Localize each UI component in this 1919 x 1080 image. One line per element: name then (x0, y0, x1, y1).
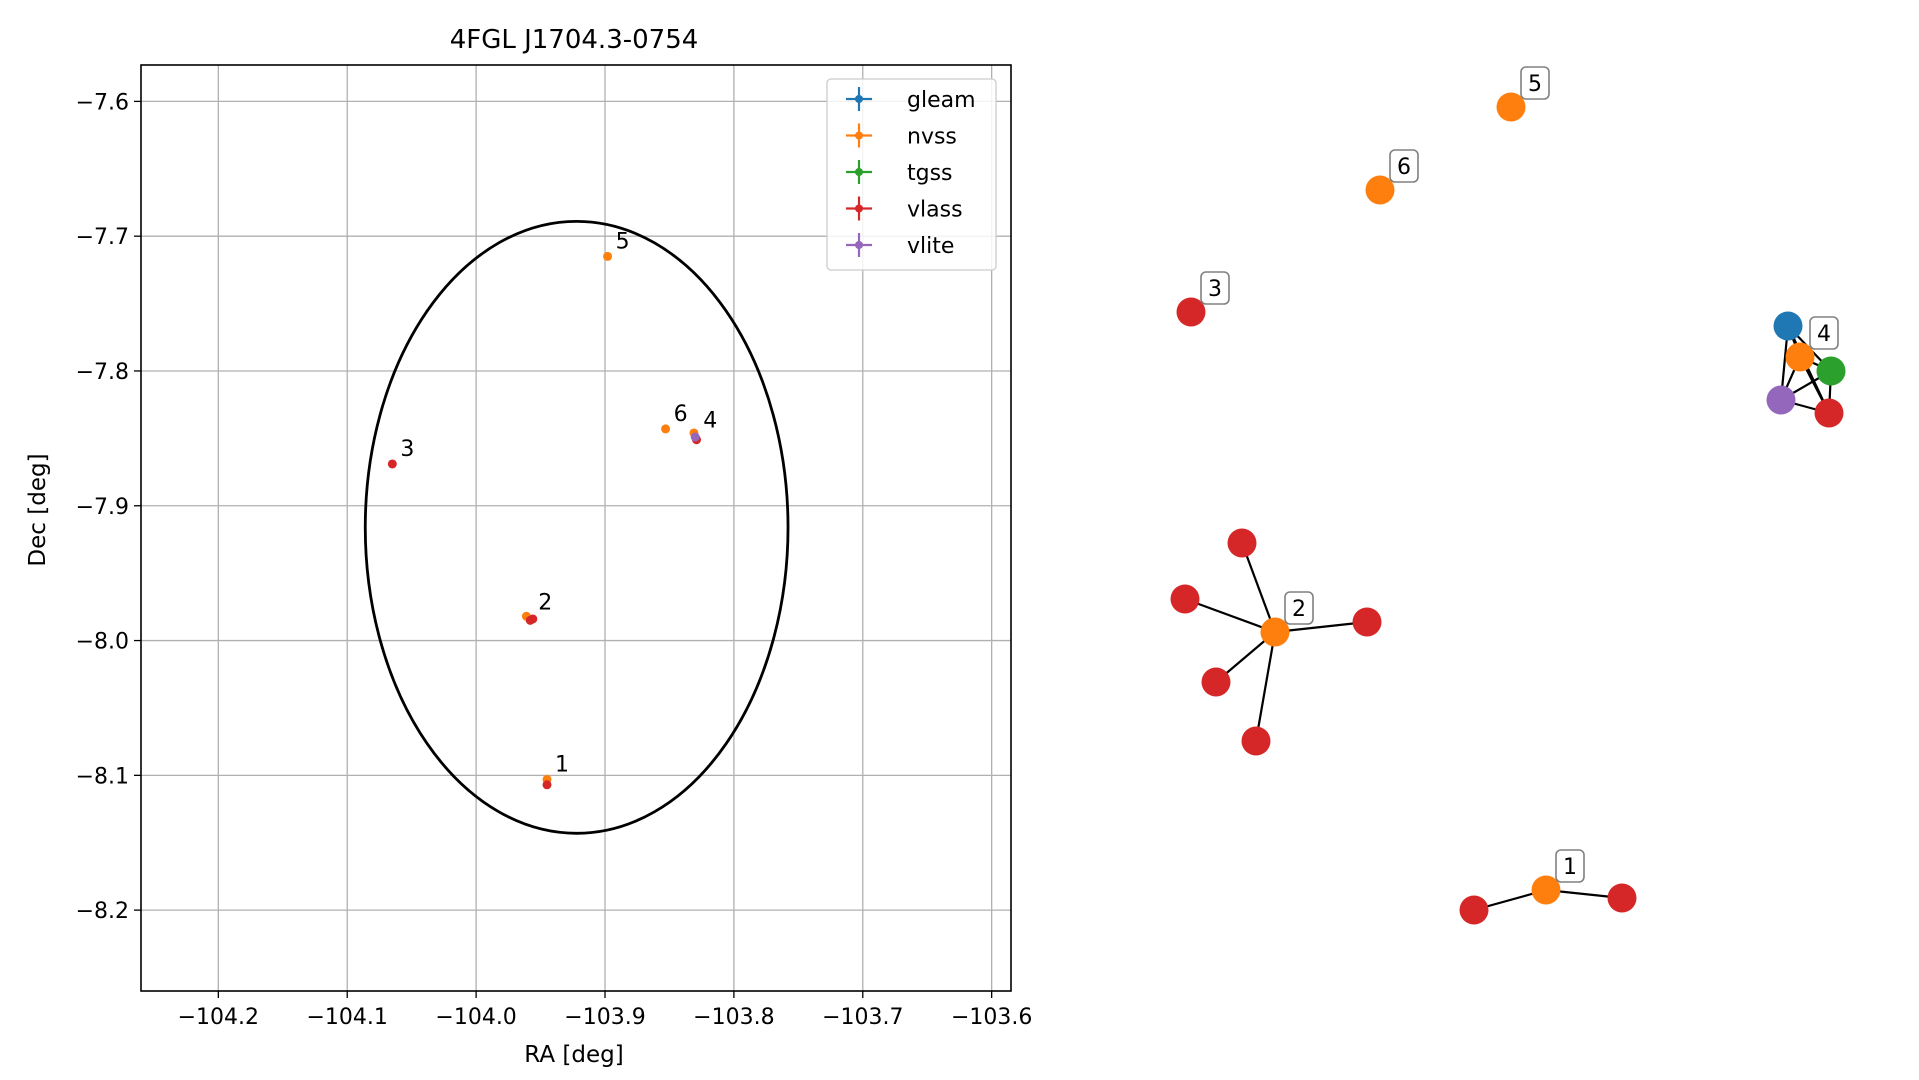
x-tick-label: −103.7 (822, 1005, 903, 1030)
data-point-vlass (528, 614, 538, 624)
legend-label: vlite (907, 234, 954, 259)
network-label-6: 6 (1389, 149, 1419, 183)
x-axis-ticks: −104.2 −104.1 −104.0 −103.9 −103.8 −103.7 −103… (178, 991, 1032, 1030)
network-node-vlass (1607, 883, 1637, 913)
network-node-vlite (1766, 385, 1796, 415)
x-tick-label: −103.9 (564, 1005, 645, 1030)
y-tick-label: −7.9 (76, 495, 129, 520)
point-label: 3 (400, 437, 414, 462)
network-node-nvss (1785, 342, 1815, 372)
legend: gleam nvss tgss vlass vlite (826, 78, 997, 271)
network-node-nvss (1260, 617, 1290, 647)
legend-item-gleam: gleam (846, 87, 976, 113)
network-edges (1184, 325, 1833, 912)
legend-item-nvss: nvss (846, 123, 957, 150)
network-label-text: 5 (1528, 72, 1542, 97)
point-annotations: 1 2 3 4 5 6 (400, 229, 717, 777)
uncertainty-ellipse-layer (363, 219, 790, 835)
y-tick-label: −7.7 (76, 225, 129, 250)
network-node-vlass (1227, 528, 1257, 558)
network-node-nvss (1496, 92, 1526, 122)
network-node-vlass (1170, 584, 1200, 614)
network-node-vlass (1814, 398, 1844, 428)
x-tick-label: −104.1 (307, 1005, 388, 1030)
legend-marker-dot (855, 204, 863, 213)
y-axis-label: Dec [deg] (25, 453, 51, 566)
network-label-box (1555, 849, 1585, 883)
network-label-text: 6 (1397, 155, 1411, 180)
network-label-box (1389, 149, 1419, 183)
legend-marker-dot (855, 241, 863, 249)
y-tick-label: −8.2 (76, 899, 129, 924)
network-label-text: 1 (1563, 855, 1577, 880)
network-edge (1240, 542, 1277, 633)
legend-item-vlass: vlass (846, 196, 963, 223)
data-point-vlass (387, 459, 397, 469)
y-tick-label: −8.0 (76, 630, 129, 655)
legend-label: gleam (907, 88, 976, 113)
network-node-vlass (1201, 667, 1231, 697)
chart-title: 4FGL J1704.3-0754 (450, 25, 699, 55)
data-point-nvss (603, 251, 613, 261)
uncertainty-ellipse (363, 219, 790, 835)
data-point-nvss (661, 424, 671, 434)
point-label: 1 (555, 752, 569, 777)
network-nodes (1170, 92, 1846, 925)
network-label-text: 3 (1208, 277, 1222, 302)
point-label: 2 (538, 591, 552, 616)
network-label-box (1284, 591, 1314, 625)
network-node-nvss (1365, 175, 1395, 205)
network-label-1: 1 (1555, 849, 1585, 883)
network-label-2: 2 (1284, 591, 1314, 625)
legend-marker-dot (855, 95, 863, 103)
legend-label: nvss (907, 125, 957, 150)
legend-item-vlite: vlite (846, 233, 954, 259)
x-tick-label: −104.2 (178, 1005, 259, 1030)
network-edge (1184, 597, 1276, 634)
network-group-labels: 5 6 3 4 2 1 (1200, 66, 1839, 883)
network-label-5: 5 (1520, 66, 1550, 100)
y-axis-ticks: −7.6 −7.7 −7.8 −7.9 −8.0 −8.1 −8.2 (76, 90, 141, 924)
legend-marker-dot (855, 168, 863, 176)
network-node-tgss (1816, 356, 1846, 386)
network-node-nvss (1531, 875, 1561, 905)
network-label-4: 4 (1809, 316, 1839, 350)
legend-item-tgss: tgss (846, 160, 953, 186)
network-label-3: 3 (1200, 271, 1230, 305)
y-tick-label: −8.1 (76, 764, 129, 789)
network-node-gleam (1773, 311, 1803, 341)
data-point-vlite (690, 432, 700, 442)
legend-marker-dot (855, 131, 863, 140)
plot-frame (140, 64, 1012, 992)
network-node-vlass (1176, 297, 1206, 327)
network-node-vlass (1459, 895, 1489, 925)
network-label-box (1809, 316, 1839, 350)
network-label-box (1200, 271, 1230, 305)
data-point-vlass (542, 780, 552, 790)
legend-box (826, 78, 997, 271)
network-node-vlass (1352, 607, 1382, 637)
data-points (387, 251, 702, 790)
point-label: 6 (674, 402, 688, 427)
point-label: 4 (703, 409, 717, 434)
network-label-text: 4 (1817, 322, 1831, 347)
network-label-box (1520, 66, 1550, 100)
point-label: 5 (616, 229, 630, 254)
legend-label: vlass (907, 198, 963, 223)
network-edge (1254, 631, 1277, 742)
network-node-vlass (1241, 726, 1271, 756)
x-tick-label: −103.6 (951, 1005, 1032, 1030)
y-tick-label: −7.6 (76, 90, 129, 115)
network-edge (1274, 620, 1368, 634)
network-panel: 5 6 3 4 2 1 (1170, 66, 1846, 925)
network-label-text: 2 (1292, 597, 1306, 622)
x-tick-label: −104.0 (435, 1005, 516, 1030)
y-tick-label: −7.8 (76, 360, 129, 385)
x-axis-label: RA [deg] (524, 1042, 623, 1068)
legend-label: tgss (907, 161, 953, 186)
x-tick-label: −103.8 (693, 1005, 774, 1030)
